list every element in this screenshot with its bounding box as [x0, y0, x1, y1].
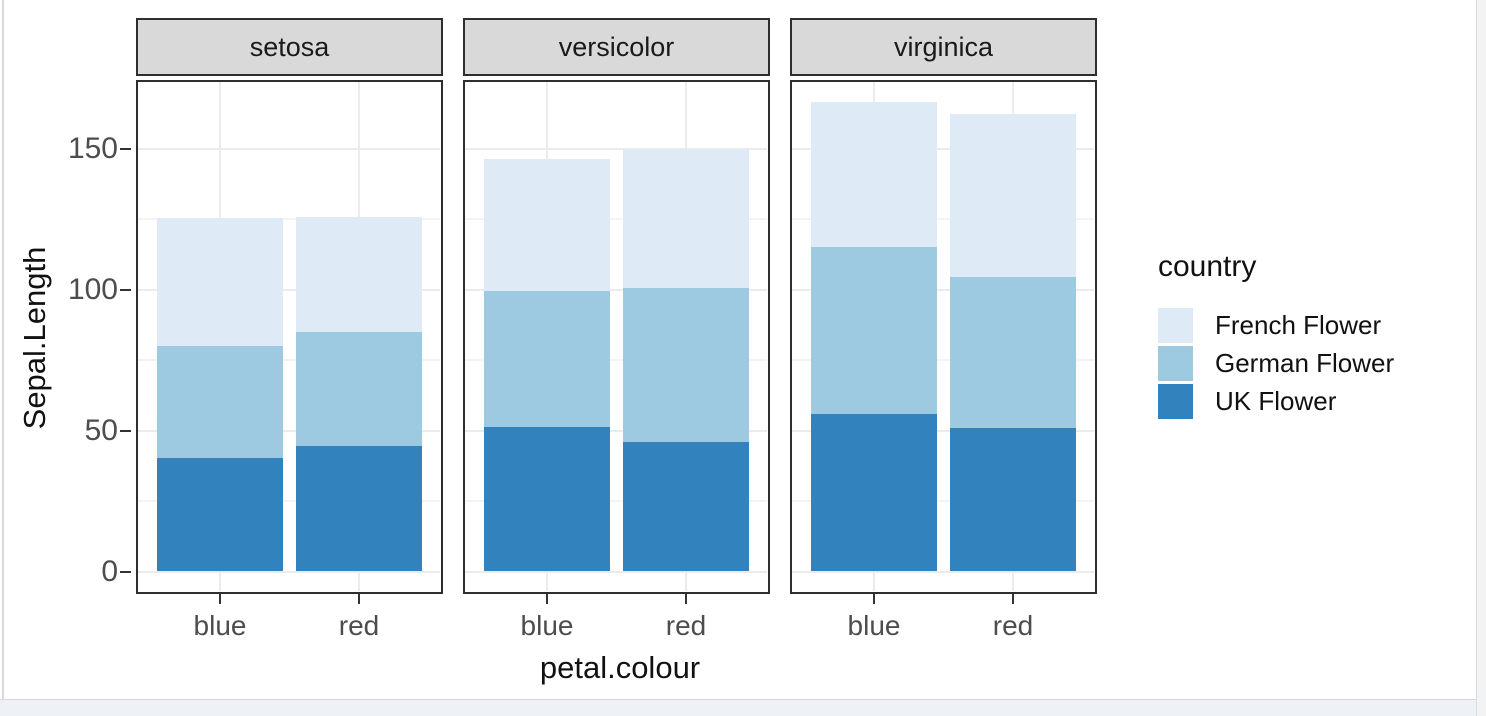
y-tick-label: 50: [84, 414, 118, 447]
y-tick-mark: [120, 429, 131, 433]
y-tick-mark: [120, 288, 131, 292]
gridline-minor: [465, 359, 767, 361]
legend-entry-label: UK Flower: [1215, 386, 1337, 416]
legend-entry-label: German Flower: [1215, 348, 1395, 378]
legend: country French Flower German Flower UK Flo…: [1158, 248, 1478, 421]
gridline-major: [792, 429, 1094, 432]
facet-panel-setosa: [136, 80, 443, 594]
bar-segment-setosa-red-uk-flower: [295, 446, 422, 572]
x-tick-label: red: [992, 610, 1034, 641]
bar-segment-versicolor-red-uk-flower: [622, 442, 749, 572]
bar-segment-setosa-red-german-flower: [295, 332, 422, 447]
bar-segment-virginica-red-french-flower: [949, 114, 1076, 278]
x-tick-mark: [218, 594, 222, 604]
gridline-major: [138, 429, 440, 432]
scrollbar-track[interactable]: [1476, 0, 1486, 716]
y-tick-mark: [120, 147, 131, 151]
x-tick-label: red: [338, 610, 380, 641]
container-left-border: [2, 0, 4, 700]
facet-panel-virginica: [790, 80, 1097, 594]
legend-entry-label: French Flower: [1215, 310, 1382, 340]
legend-key-swatch: [1158, 346, 1193, 381]
gridline-major: [465, 429, 767, 432]
gridline-minor: [465, 218, 767, 220]
facet-strip-versicolor: versicolor: [463, 18, 770, 76]
gridline-major: [138, 570, 440, 573]
bar-segment-versicolor-red-german-flower: [622, 287, 749, 443]
legend-key-swatch: [1158, 384, 1193, 419]
bar-segment-virginica-blue-french-flower: [810, 101, 937, 248]
x-tick-mark: [1011, 594, 1015, 604]
bar-segment-setosa-blue-uk-flower: [156, 457, 283, 572]
bar-segment-virginica-blue-german-flower: [810, 247, 937, 415]
bar-segment-virginica-red-german-flower: [949, 277, 1076, 428]
gridline-major: [792, 147, 1094, 150]
x-tick-mark: [357, 594, 361, 604]
gridline-major: [465, 147, 767, 150]
gridline-major: [138, 288, 440, 291]
x-tick-mark: [545, 594, 549, 604]
gridline-minor: [138, 500, 440, 502]
legend-title: country: [1158, 250, 1257, 283]
bar-segment-versicolor-blue-german-flower: [483, 290, 610, 427]
gridline-major: [465, 288, 767, 291]
bar-segment-setosa-red-french-flower: [295, 216, 422, 333]
facet-strip-virginica: virginica: [790, 18, 1097, 76]
x-tick-label: blue: [520, 610, 574, 641]
x-tick-label: red: [665, 610, 707, 641]
bar-segment-versicolor-red-french-flower: [622, 148, 749, 288]
y-tick-label: 150: [67, 132, 118, 165]
facet-strip-label: setosa: [249, 31, 330, 62]
gridline-major: [792, 288, 1094, 291]
legend-entry: German Flower: [1158, 345, 1478, 382]
gridline-major: [465, 570, 767, 573]
facet-strip-label: versicolor: [558, 31, 675, 62]
y-tick-label: 0: [101, 555, 118, 588]
bar-segment-virginica-blue-uk-flower: [810, 414, 937, 572]
x-tick-label: blue: [193, 610, 247, 641]
bar-segment-setosa-blue-german-flower: [156, 346, 283, 458]
gridline-major: [138, 147, 440, 150]
x-tick-label: blue: [847, 610, 901, 641]
legend-entry: French Flower: [1158, 307, 1478, 344]
legend-entries: French Flower German Flower UK Flower: [1158, 307, 1478, 420]
x-axis-title: petal.colour: [539, 650, 701, 685]
gridline-major: [792, 570, 1094, 573]
x-tick-mark: [872, 594, 876, 604]
gridline-minor: [138, 218, 440, 220]
y-tick-label: 100: [67, 273, 118, 306]
gridline-minor: [465, 500, 767, 502]
facet-panel-versicolor: [463, 80, 770, 594]
bar-segment-versicolor-blue-french-flower: [483, 158, 610, 291]
y-tick-mark: [120, 570, 131, 574]
x-tick-mark: [684, 594, 688, 604]
gridline-minor: [792, 500, 1094, 502]
y-axis-title: Sepal.Length: [17, 246, 52, 430]
bar-segment-versicolor-blue-uk-flower: [483, 426, 610, 572]
legend-entry: UK Flower: [1158, 383, 1478, 420]
gridline-minor: [792, 359, 1094, 361]
facet-strip-label: virginica: [893, 31, 994, 62]
gridline-minor: [138, 359, 440, 361]
bottom-band: [0, 699, 1486, 716]
bar-segment-setosa-blue-french-flower: [156, 218, 283, 347]
gridline-minor: [792, 218, 1094, 220]
facet-strip-setosa: setosa: [136, 18, 443, 76]
bar-segment-virginica-red-uk-flower: [949, 427, 1076, 572]
legend-key-swatch: [1158, 308, 1193, 343]
